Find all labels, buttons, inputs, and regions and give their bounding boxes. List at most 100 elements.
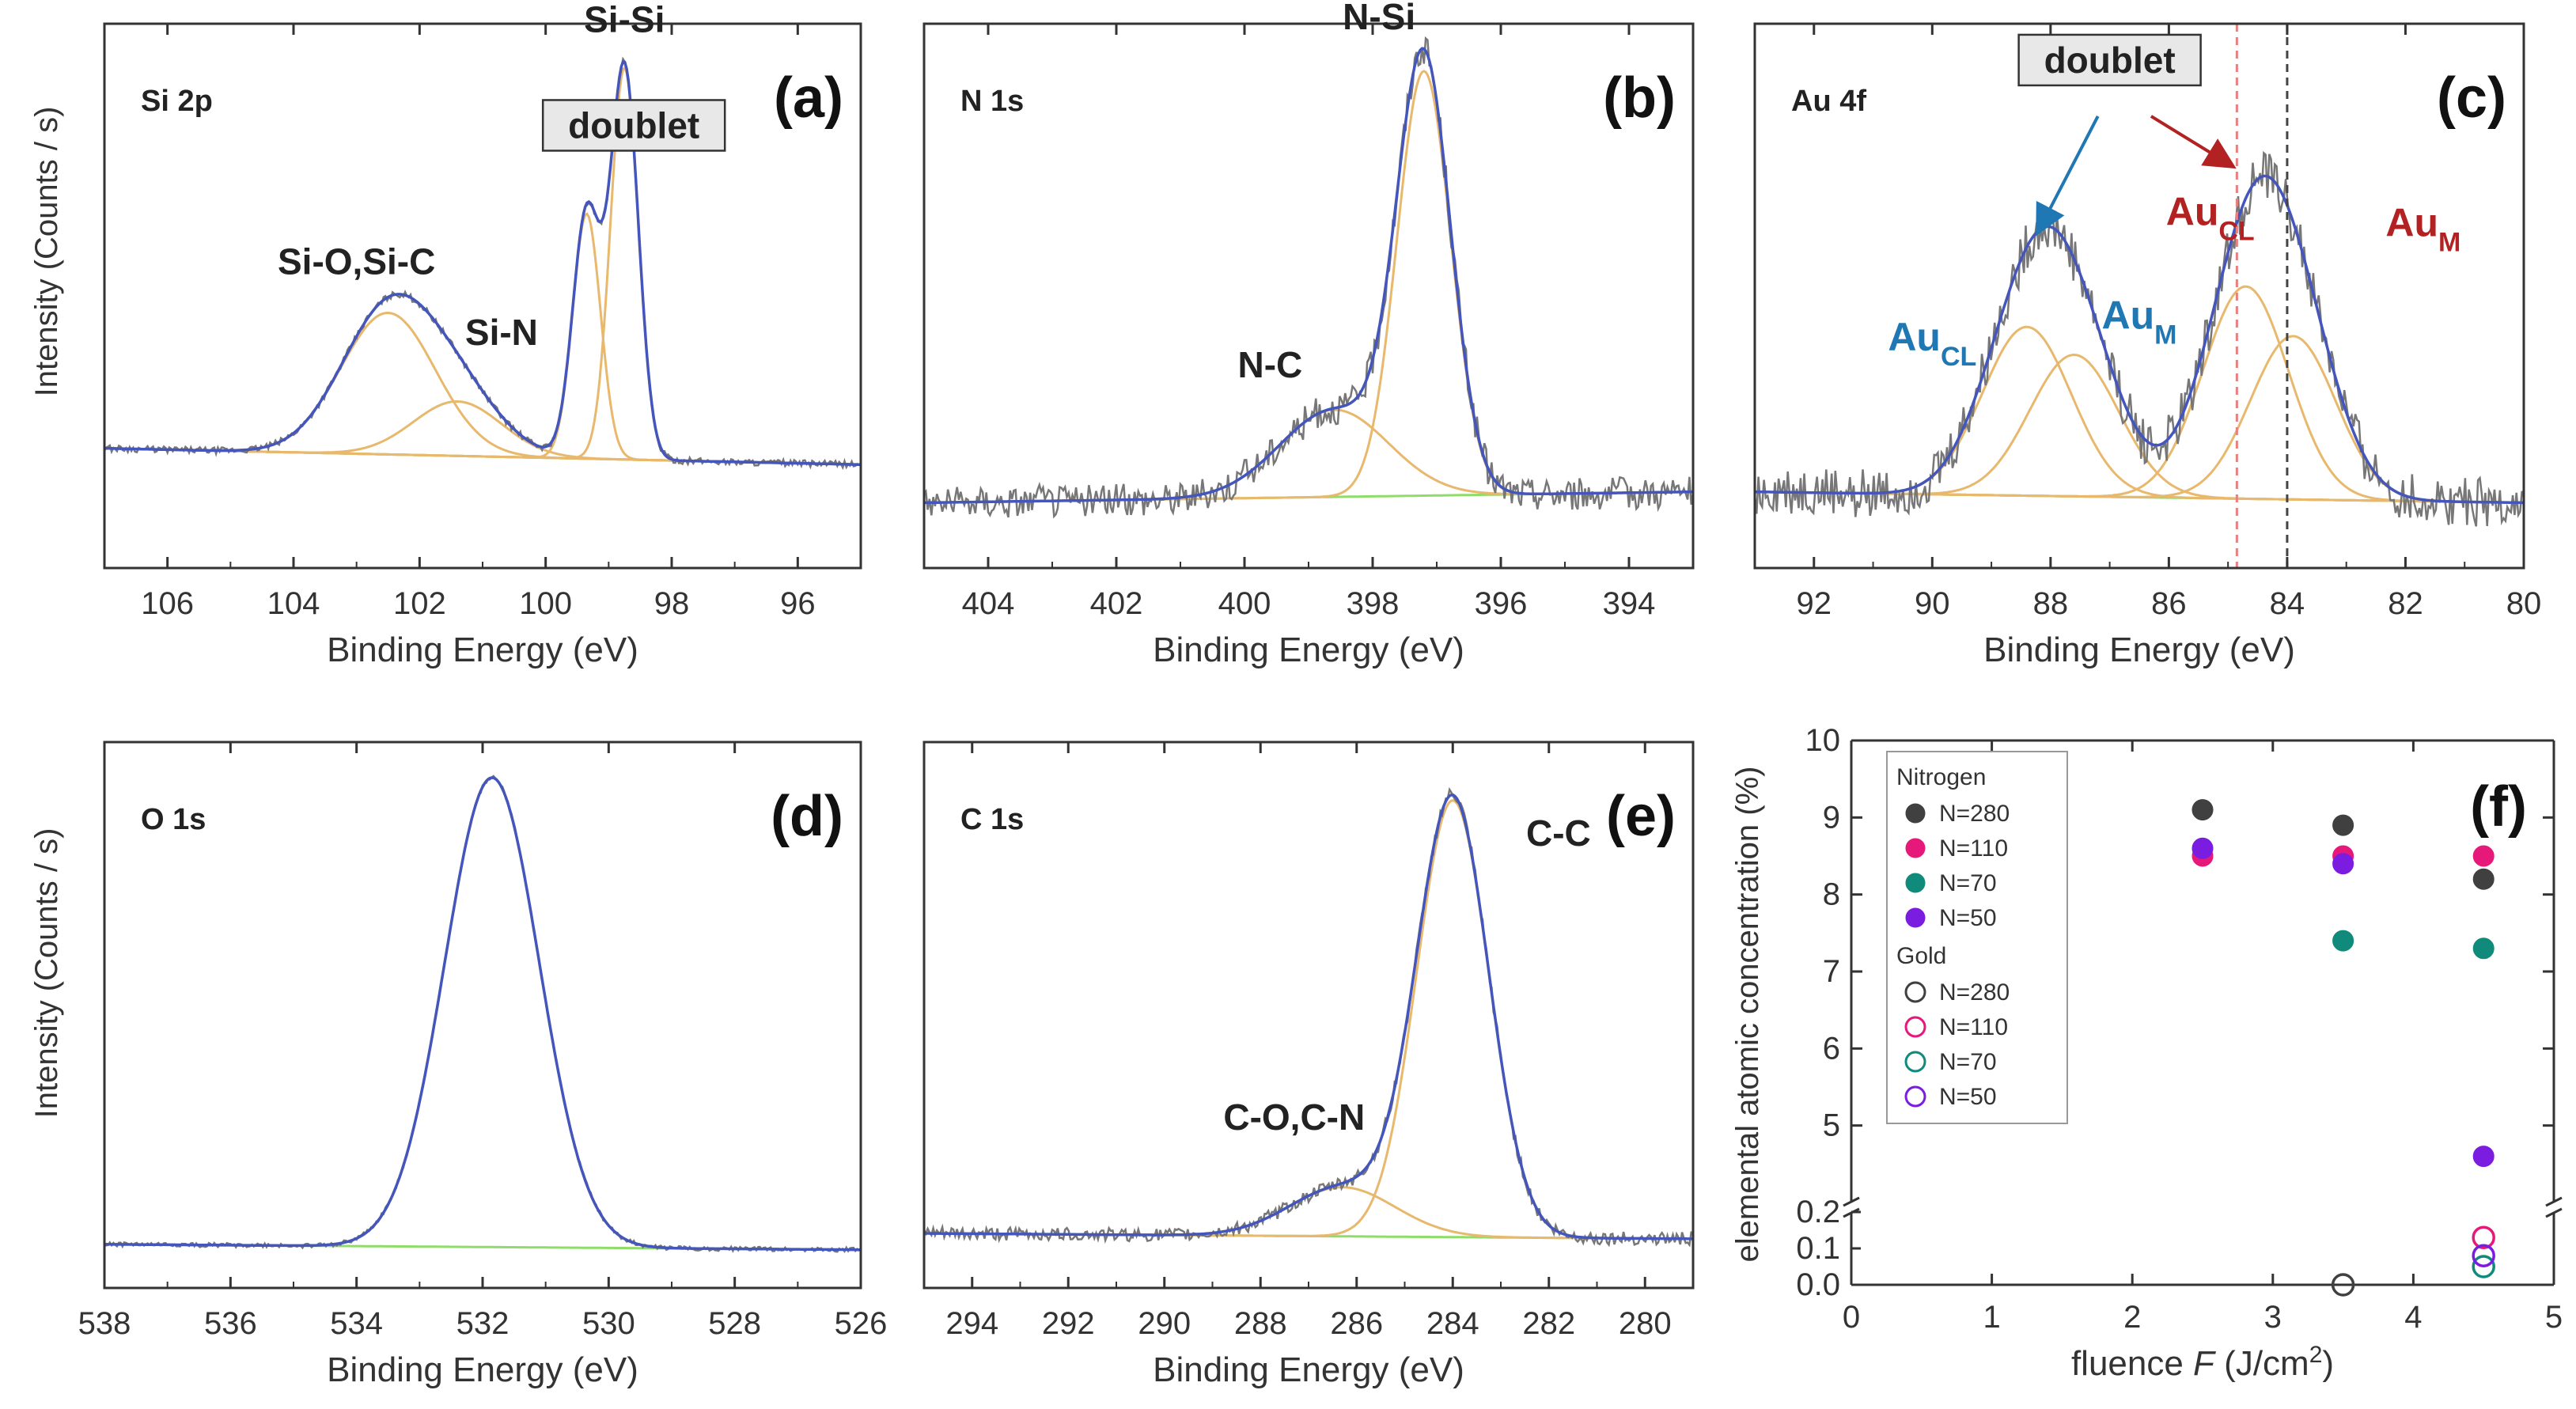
x-tick-label: 402 [1090, 586, 1143, 621]
x-tick-label: 104 [267, 586, 320, 621]
x-tick-label: 282 [1522, 1306, 1575, 1341]
envelope-fit-line [1755, 174, 2524, 505]
x-tick-label: 88 [2033, 586, 2069, 621]
legend-entry: N=110 [1939, 835, 2008, 862]
panel-label: (f) [2470, 775, 2527, 839]
data-point-nitrogen-n280 [2191, 799, 2214, 821]
legend-marker [1905, 873, 1926, 893]
plot-area [104, 775, 861, 1253]
annotation-label: AuCL [2166, 190, 2255, 247]
x-tick-label: 396 [1475, 586, 1528, 621]
legend-marker [1905, 838, 1926, 858]
data-point-gold-n70 [2472, 1255, 2495, 1278]
legend-entry: N=70 [1939, 870, 1997, 896]
plot-area [104, 56, 861, 471]
x-tick-label: 400 [1218, 586, 1271, 621]
raw-data-line [924, 36, 1693, 519]
axis-break-mark [1843, 1196, 1860, 1207]
y-tick-label: 0.1 [1796, 1231, 1840, 1266]
legend-entry: N=280 [1939, 979, 2010, 1006]
x-axis-label: Binding Energy (eV) [1153, 1350, 1464, 1389]
x-tick-label: 1 [1983, 1300, 2000, 1335]
x-tick-label: 98 [654, 586, 690, 621]
panel-label: (a) [774, 66, 843, 130]
annotation-label: AuM [2385, 200, 2460, 257]
x-tick-label: 80 [2506, 586, 2542, 621]
fit-component-4 [104, 66, 861, 466]
x-tick-label: 534 [330, 1306, 383, 1341]
fit-component-1 [924, 408, 1693, 504]
annotation-box [2017, 33, 2202, 87]
legend-entry: N=280 [1939, 801, 2010, 827]
y-axis-label: Intensity (Counts / s) [29, 828, 64, 1119]
data-point-gold-n110 [2472, 1225, 2495, 1249]
annotation-label: doublet [2044, 40, 2176, 81]
panel-label: (b) [1603, 66, 1676, 130]
x-axis-label: Binding Energy (eV) [327, 631, 638, 669]
annotation-box [541, 99, 726, 152]
panel-label: (c) [2437, 66, 2506, 130]
y-tick-label: 9 [1823, 800, 1840, 835]
x-tick-label: 90 [1915, 586, 1950, 621]
data-point-nitrogen-n50 [2332, 853, 2354, 875]
raw-data-line [104, 775, 861, 1253]
fit-component-1 [1755, 325, 2524, 504]
spectrum-label: Si 2p [141, 85, 213, 118]
annotation-subscript: M [2154, 320, 2176, 350]
x-tick-label: 84 [2270, 586, 2305, 621]
x-tick-label: 3 [2264, 1300, 2282, 1335]
data-point-nitrogen-n280 [2332, 814, 2354, 836]
x-axis-label: Binding Energy (eV) [1983, 631, 2295, 669]
x-tick-label: 280 [1619, 1306, 1672, 1341]
legend-marker [1904, 1016, 1926, 1038]
axis-break-mark [2545, 1207, 2563, 1218]
panel-c-au4f: 92 90 88 86 84 82 80 Binding Energy (eV) Au 4f (c… [1753, 22, 2542, 669]
x-tick-label: 92 [1797, 586, 1832, 621]
spectrum-label: N 1s [960, 85, 1024, 118]
raw-data-line [104, 56, 861, 471]
x-tick-label: 398 [1347, 586, 1400, 621]
x-tick-label: 530 [582, 1306, 635, 1341]
envelope-fit-line [104, 59, 861, 467]
legend-marker [1905, 803, 1926, 824]
annotation-subscript: CL [2218, 217, 2254, 247]
plot-area [924, 786, 1693, 1248]
legend-marker [1904, 1051, 1926, 1073]
x-tick-label: 0 [1843, 1300, 1860, 1335]
plot-frame [1753, 22, 2525, 570]
x-tick-label: 290 [1138, 1306, 1191, 1341]
plot-area [1755, 150, 2524, 527]
y-tick-label: 5 [1823, 1108, 1840, 1143]
y-tick-label: 0.0 [1796, 1267, 1840, 1302]
data-point-nitrogen-n110 [2472, 845, 2495, 867]
annotation-label: Si-O,Si-C [278, 241, 435, 282]
doublet-arrow-blue [2036, 116, 2100, 237]
x-tick-label: 526 [835, 1306, 888, 1341]
x-tick-label: 106 [141, 586, 194, 621]
annotation-label: C-O,C-N [1223, 1097, 1365, 1138]
x-tick-label: 394 [1603, 586, 1656, 621]
annotation-subscript: M [2438, 227, 2460, 257]
x-tick-label: 86 [2151, 586, 2187, 621]
panel-label: (d) [771, 785, 843, 848]
plot-frame [103, 740, 862, 1290]
x-tick-label: 5 [2545, 1300, 2563, 1335]
annotation-label: doublet [568, 104, 699, 146]
y-tick-label: 8 [1823, 877, 1840, 912]
envelope-fit-line [104, 776, 861, 1252]
annotation-label: AuCL [1888, 315, 1976, 372]
legend-entry: N=50 [1939, 1084, 1997, 1110]
annotation-label: N-Si [1343, 0, 1415, 37]
panel-d-o1s: 538 536 534 532 530 528 526 Binding Energy (eV)… [29, 740, 888, 1389]
y-axis-label: elemental atomic concentration (%) [1730, 767, 1765, 1263]
spectrum-label: Au 4f [1791, 85, 1866, 118]
y-tick-label: 6 [1823, 1031, 1840, 1066]
legend-marker [1904, 981, 1926, 1003]
data-point-nitrogen-n70 [2472, 937, 2495, 960]
fit-component-2 [104, 400, 861, 466]
envelope-fit-line [924, 794, 1693, 1240]
envelope-fit-line [924, 47, 1693, 505]
x-tick-label: 82 [2388, 586, 2423, 621]
x-tick-label: 532 [456, 1306, 510, 1341]
legend-entry: N=110 [1939, 1014, 2008, 1040]
